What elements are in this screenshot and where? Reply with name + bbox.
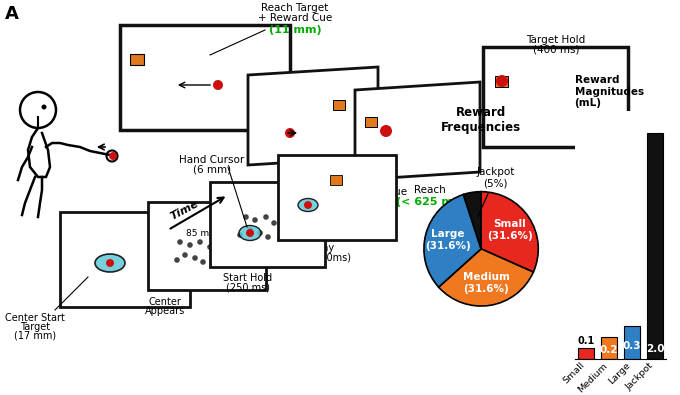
- Text: Large
(31.6%): Large (31.6%): [425, 229, 471, 251]
- Circle shape: [248, 227, 253, 233]
- Circle shape: [304, 201, 312, 209]
- Wedge shape: [424, 194, 481, 287]
- Polygon shape: [248, 67, 378, 165]
- Circle shape: [174, 257, 180, 263]
- Circle shape: [263, 214, 269, 220]
- Circle shape: [496, 75, 508, 87]
- Text: Reward
Magnitudes
(mL): Reward Magnitudes (mL): [575, 75, 644, 109]
- Text: + Reward Cue: + Reward Cue: [258, 13, 332, 23]
- FancyBboxPatch shape: [130, 54, 144, 65]
- Text: (400 ms): (400 ms): [532, 45, 579, 55]
- Text: (250 ms): (250 ms): [226, 282, 270, 292]
- Text: 2.0: 2.0: [646, 344, 664, 354]
- Text: Medium
(31.6%): Medium (31.6%): [463, 272, 510, 293]
- Polygon shape: [120, 25, 290, 130]
- Wedge shape: [481, 192, 539, 272]
- Text: A: A: [5, 5, 19, 23]
- Bar: [578, 348, 594, 359]
- Circle shape: [182, 252, 188, 258]
- Circle shape: [265, 234, 271, 240]
- Text: Hand Cursor: Hand Cursor: [180, 155, 245, 165]
- Text: (6 mm): (6 mm): [193, 165, 231, 175]
- Circle shape: [41, 105, 46, 109]
- Polygon shape: [148, 202, 266, 290]
- Text: Center: Center: [148, 297, 182, 307]
- Circle shape: [109, 152, 117, 160]
- Text: Start Hold: Start Hold: [224, 273, 273, 283]
- Text: Target: Target: [20, 322, 50, 332]
- FancyBboxPatch shape: [333, 100, 345, 110]
- Polygon shape: [60, 212, 190, 307]
- FancyBboxPatch shape: [365, 117, 377, 127]
- Circle shape: [252, 217, 258, 223]
- Circle shape: [213, 80, 223, 90]
- Title: Reward
Frequencies: Reward Frequencies: [441, 106, 521, 134]
- Polygon shape: [210, 182, 325, 267]
- Polygon shape: [278, 155, 396, 240]
- Text: Small
(31.6%): Small (31.6%): [487, 219, 532, 241]
- Circle shape: [246, 229, 254, 237]
- Polygon shape: [483, 47, 628, 147]
- Text: 0.3: 0.3: [623, 341, 641, 351]
- Bar: [600, 337, 617, 359]
- Circle shape: [197, 239, 203, 245]
- Text: (17 mm): (17 mm): [14, 331, 56, 341]
- Circle shape: [257, 230, 262, 236]
- Text: (< 625 ms): (< 625 ms): [396, 197, 464, 207]
- Text: Center Start: Center Start: [5, 313, 65, 323]
- Text: 0.1: 0.1: [577, 336, 595, 346]
- Text: Reach: Reach: [414, 185, 446, 195]
- Text: Jackpot
(5%): Jackpot (5%): [476, 167, 515, 217]
- Wedge shape: [439, 249, 533, 306]
- Ellipse shape: [95, 254, 125, 272]
- FancyBboxPatch shape: [330, 175, 342, 185]
- FancyBboxPatch shape: [495, 76, 508, 87]
- Text: Reach Target: Reach Target: [261, 3, 328, 13]
- Circle shape: [237, 232, 243, 238]
- Circle shape: [243, 214, 249, 220]
- Circle shape: [285, 128, 295, 138]
- Ellipse shape: [239, 226, 261, 241]
- Circle shape: [106, 259, 114, 267]
- Text: Appears: Appears: [145, 306, 185, 316]
- Circle shape: [177, 239, 183, 245]
- Text: (250-550ms): (250-550ms): [288, 252, 352, 262]
- Ellipse shape: [298, 199, 318, 211]
- Circle shape: [187, 242, 193, 248]
- Text: 0.2: 0.2: [600, 345, 618, 356]
- Text: (11 mm): (11 mm): [269, 25, 322, 35]
- Circle shape: [271, 220, 277, 226]
- Text: 85 mm: 85 mm: [186, 229, 218, 239]
- Polygon shape: [355, 82, 480, 180]
- Wedge shape: [463, 192, 481, 249]
- Bar: [624, 325, 641, 359]
- Circle shape: [207, 244, 213, 250]
- Text: Target Hold: Target Hold: [526, 35, 585, 45]
- Text: Delay: Delay: [306, 243, 334, 253]
- Circle shape: [192, 255, 198, 261]
- Bar: [647, 133, 663, 359]
- Circle shape: [200, 259, 206, 265]
- Text: Go Cue: Go Cue: [369, 187, 407, 197]
- Text: Time: Time: [169, 198, 201, 222]
- Circle shape: [380, 125, 392, 137]
